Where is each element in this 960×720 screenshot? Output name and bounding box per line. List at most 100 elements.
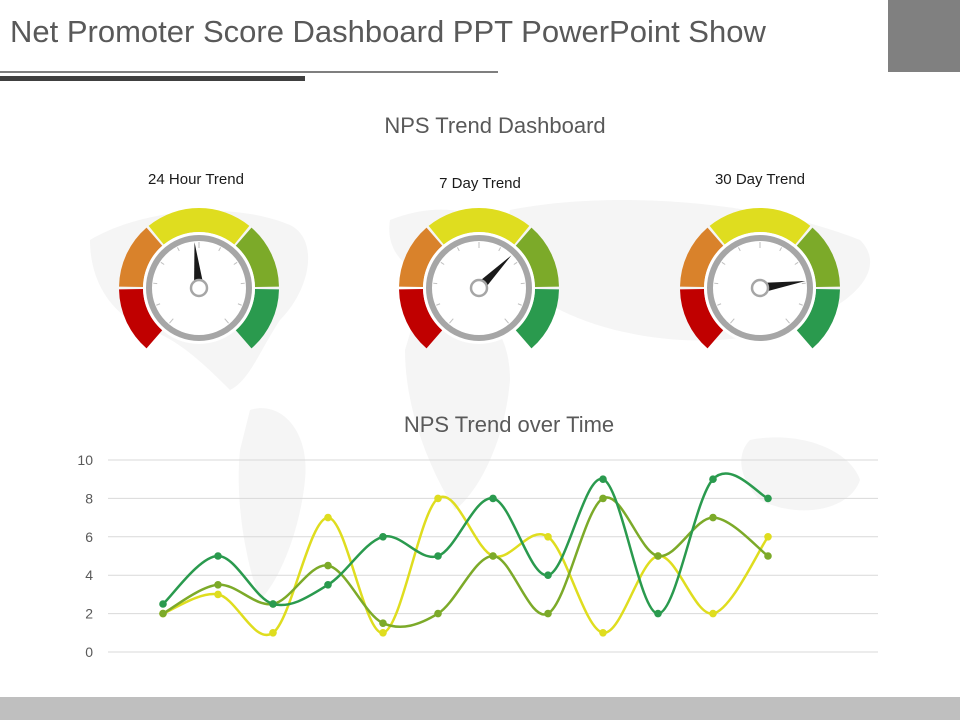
- y-tick-label: 0: [85, 644, 93, 660]
- gauge-label-30d: 30 Day Trend: [714, 171, 806, 188]
- series-3-point: [434, 494, 442, 503]
- gauge-band-red: [399, 288, 443, 349]
- gauge-tick: [717, 303, 722, 306]
- series-1-point: [269, 600, 277, 608]
- gauge-tick: [224, 318, 229, 324]
- gauge-label-7d: 7 Day Trend: [439, 175, 521, 192]
- gauge-dial-ring: [426, 235, 532, 341]
- series-2-point: [214, 581, 222, 589]
- series-2-point: [324, 561, 332, 570]
- series-3-point: [269, 629, 277, 637]
- series-2-point: [489, 552, 497, 560]
- y-tick-label: 8: [85, 490, 93, 506]
- gauge-tick: [785, 318, 790, 324]
- title-underline-thick: [0, 76, 305, 81]
- footer-bar: [0, 697, 960, 720]
- series-line-3: [162, 495, 770, 637]
- gauge-dial-ring: [707, 235, 813, 341]
- y-tick-label: 6: [85, 529, 93, 545]
- gauge-band-green: [796, 288, 840, 349]
- gauge-needle-hub: [469, 278, 489, 298]
- series-2-point: [159, 609, 167, 618]
- gauge-band-lime: [796, 227, 840, 288]
- series-3-point: [324, 513, 332, 522]
- nps-line-chart: 0 2 4 6 8 10: [77, 452, 878, 660]
- series-line-2: [162, 496, 769, 628]
- series-2-point: [544, 609, 552, 618]
- gauge-band-orange: [119, 227, 163, 288]
- gauge-7-day: [399, 207, 559, 349]
- series-3-point: [214, 590, 222, 599]
- y-tick-label: 4: [85, 567, 93, 583]
- gauge-label-24h: 24 Hour Trend: [148, 171, 244, 188]
- gauge-tick: [440, 261, 445, 265]
- gauge-band-yellow: [148, 207, 250, 245]
- gauge-band-red: [680, 288, 724, 349]
- gauge-tick: [156, 303, 161, 306]
- series-2-point: [434, 609, 442, 618]
- gauge-dial-ring: [146, 235, 252, 341]
- gauge-band-orange: [399, 227, 443, 288]
- series-1-point: [434, 552, 442, 560]
- series-1-point: [654, 609, 662, 618]
- series-2-point: [379, 619, 387, 627]
- series-2-point: [599, 494, 607, 503]
- series-3-point: [379, 629, 387, 637]
- series-1-point: [709, 475, 717, 483]
- series-1-point: [159, 600, 167, 608]
- gauge-band-yellow: [709, 207, 811, 245]
- series-1-point: [544, 571, 552, 579]
- gauge-tick: [798, 303, 803, 306]
- gauge-needle-hub: [750, 278, 770, 298]
- gauge-needle-hub: [189, 278, 209, 298]
- gauge-tick: [449, 318, 454, 324]
- series-1-point: [214, 552, 222, 560]
- gauge-tick: [504, 318, 509, 324]
- gauge-tick: [721, 261, 726, 265]
- line-chart-title: NPS Trend over Time: [403, 412, 615, 437]
- gauge-section-title: NPS Trend Dashboard: [384, 113, 606, 138]
- gauge-tick: [160, 261, 165, 265]
- series-3-point: [764, 533, 772, 541]
- gauge-needle: [759, 280, 806, 293]
- series-1-point: [489, 494, 497, 503]
- gauge-tick: [237, 303, 242, 306]
- gauge-tick: [517, 303, 522, 306]
- gauge-tick: [779, 247, 783, 252]
- gauge-tick: [169, 318, 174, 324]
- gauge-band-red: [119, 288, 163, 349]
- series-1-point: [379, 533, 387, 541]
- corner-decoration: [888, 0, 960, 72]
- y-tick-label: 10: [77, 452, 93, 468]
- gauge-band-orange: [680, 227, 724, 288]
- slide-title: Net Promoter Score Dashboard PPT PowerPo…: [10, 14, 766, 49]
- gauge-tick: [498, 247, 502, 252]
- gauge-band-green: [515, 288, 559, 349]
- gauge-band-lime: [235, 227, 279, 288]
- gauge-tick: [456, 247, 460, 252]
- gauge-band-green: [235, 288, 279, 349]
- gauge-tick: [436, 303, 441, 306]
- series-1-point: [599, 475, 607, 483]
- series-3-point: [599, 629, 607, 637]
- gauge-tick: [730, 318, 735, 324]
- gauge-band-lime: [515, 227, 559, 288]
- gauge-tick: [794, 261, 799, 265]
- series-line-1: [162, 472, 769, 615]
- series-3-point: [544, 533, 552, 541]
- series-2-point: [764, 552, 772, 560]
- gauge-needle: [194, 242, 204, 289]
- series-2-point: [654, 552, 662, 560]
- gauge-tick: [176, 247, 180, 252]
- gauge-band-yellow: [428, 207, 530, 245]
- gauge-tick: [513, 261, 518, 265]
- y-tick-label: 2: [85, 606, 93, 622]
- series-1-point: [324, 581, 332, 589]
- series-3-point: [709, 609, 717, 618]
- series-2-point: [709, 513, 717, 522]
- gauge-24-hour: [119, 207, 279, 349]
- gauge-tick: [218, 247, 222, 252]
- gauge-tick: [233, 261, 238, 265]
- title-underline-thin: [0, 71, 498, 73]
- gauge-tick: [737, 247, 741, 252]
